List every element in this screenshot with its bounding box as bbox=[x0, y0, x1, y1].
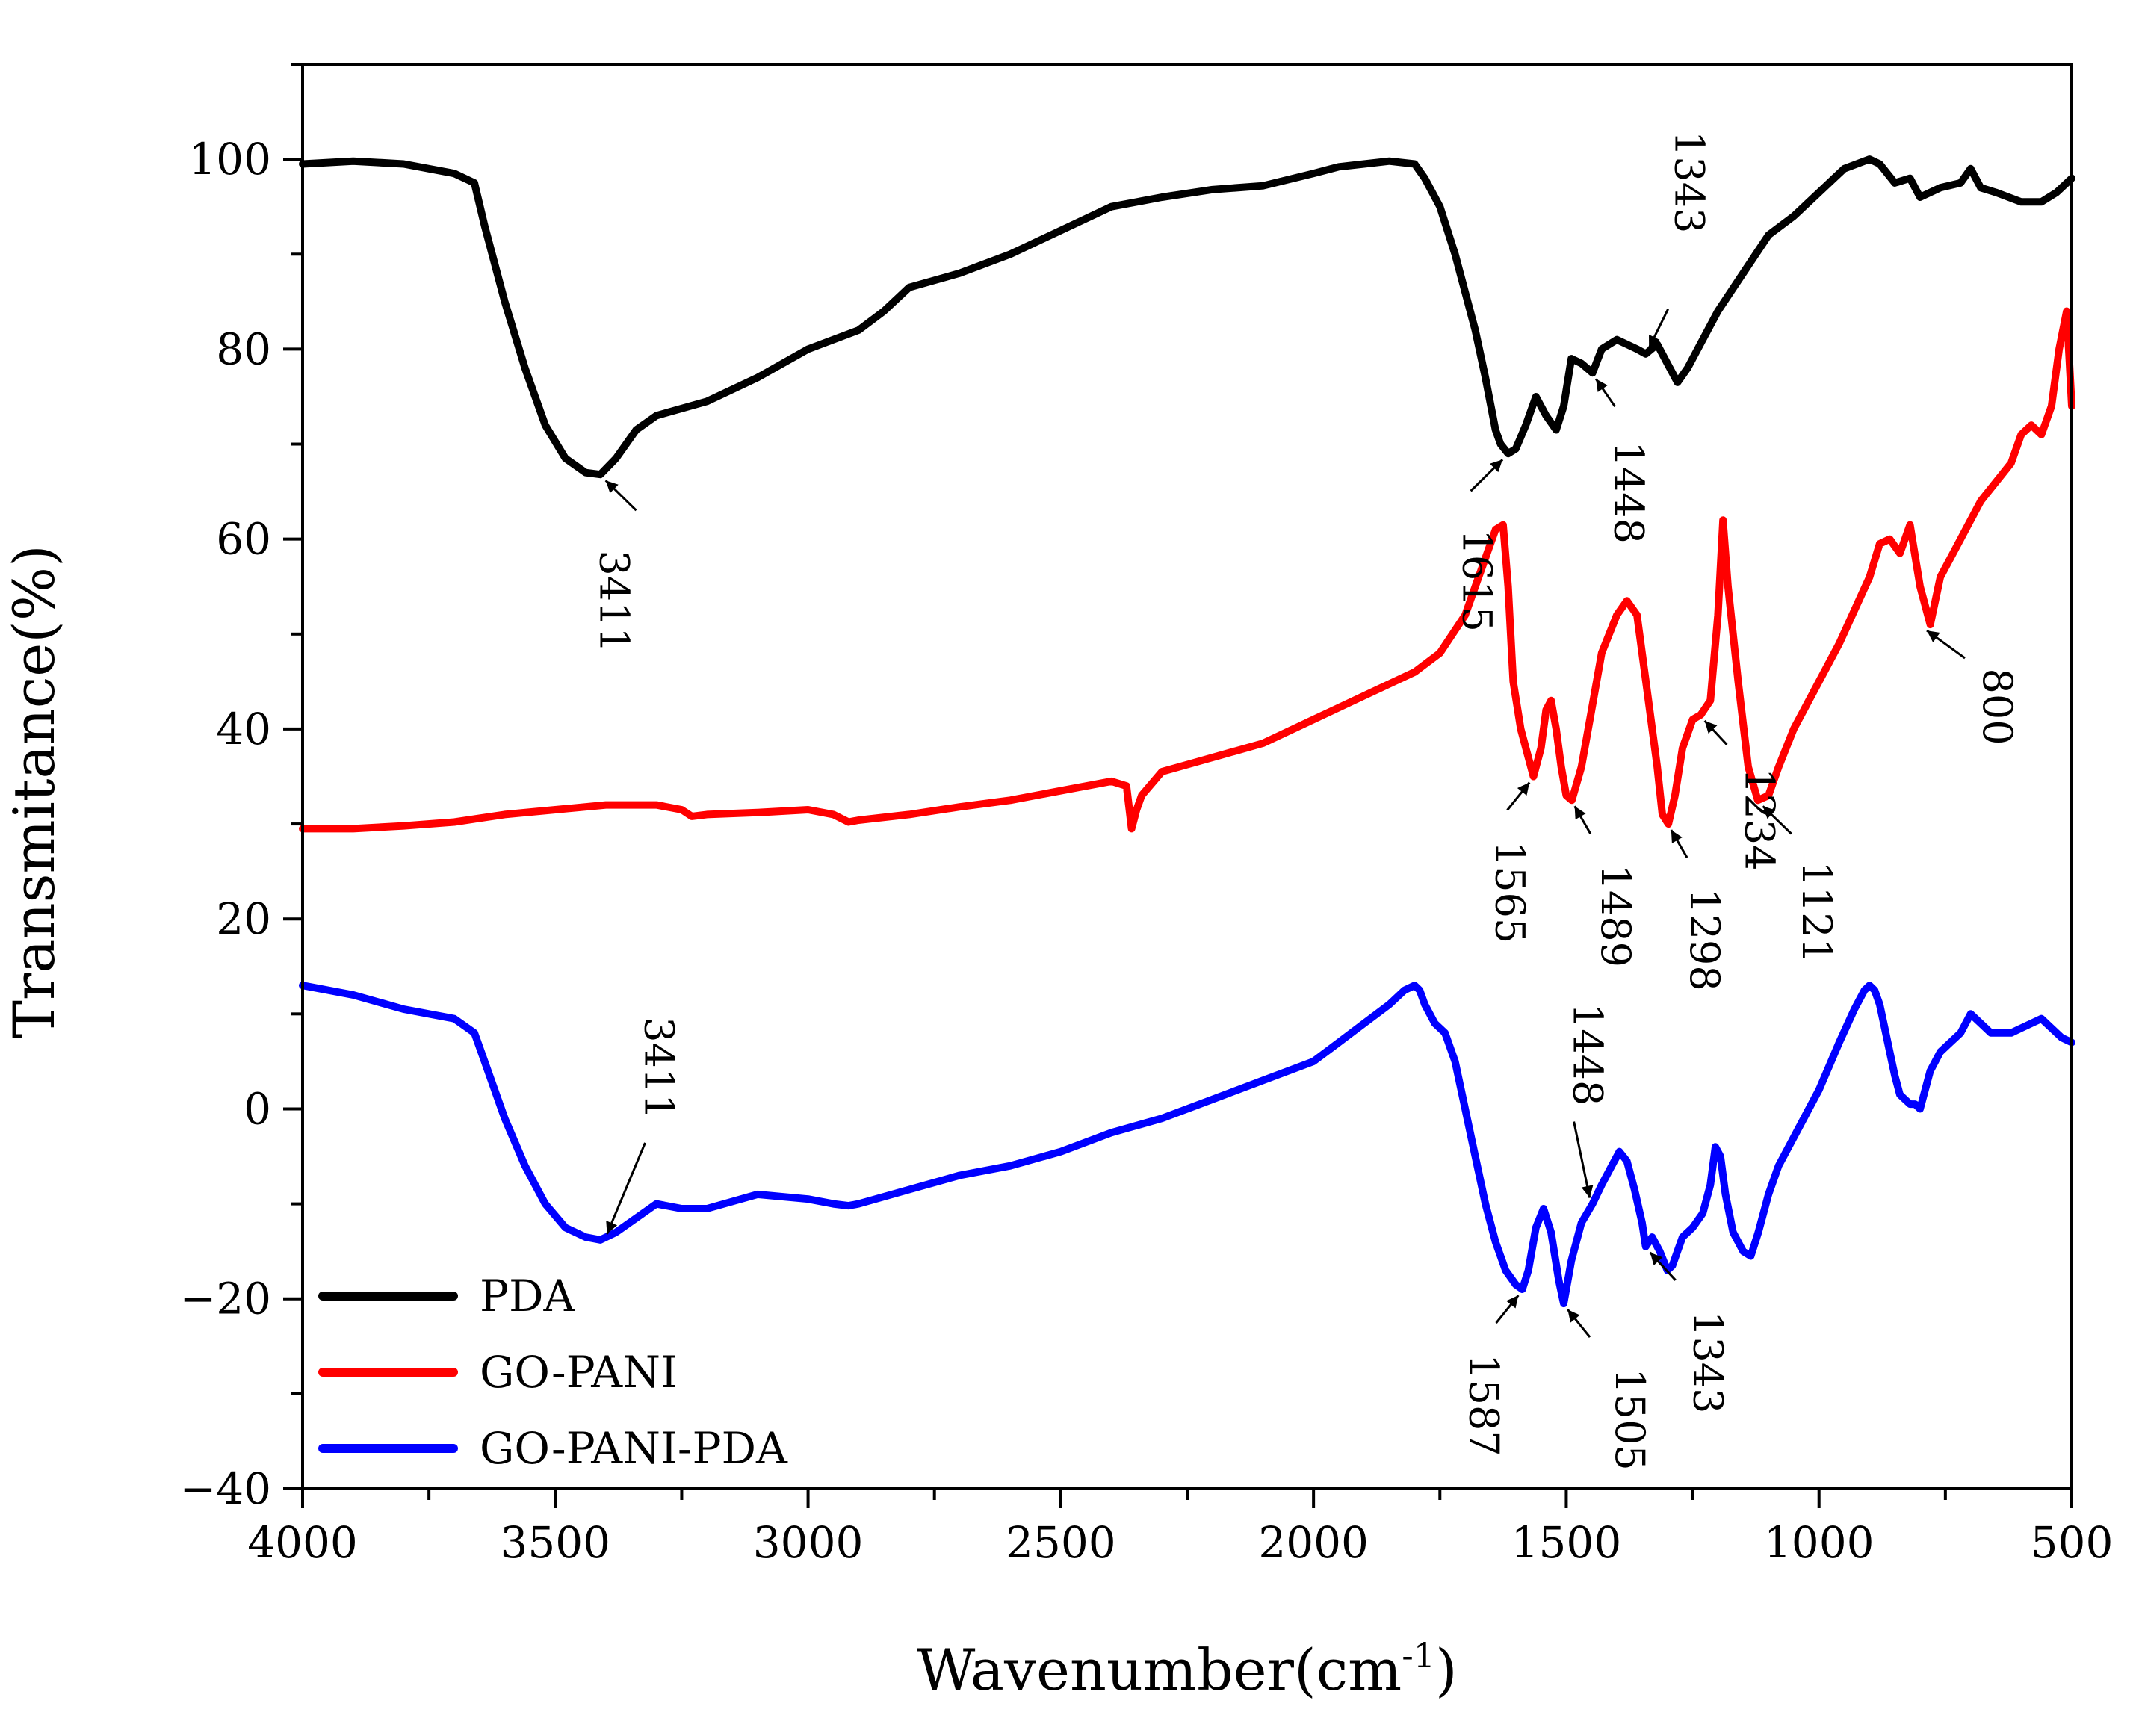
y-tick-label: −20 bbox=[180, 1274, 271, 1324]
y-tick-label: 0 bbox=[244, 1083, 271, 1134]
annotation-label: 1121 bbox=[1793, 861, 1840, 964]
annotation-label: 1448 bbox=[1564, 1003, 1612, 1106]
legend-label: GO-PANI bbox=[480, 1347, 678, 1398]
y-tick-label: 80 bbox=[216, 323, 271, 374]
y-tick-label: 20 bbox=[216, 893, 271, 944]
annotation-arrow bbox=[1573, 805, 1592, 835]
x-tick-label: 1000 bbox=[1764, 1517, 1875, 1568]
legend-label: GO-PANI-PDA bbox=[480, 1423, 788, 1474]
annotation-arrow bbox=[1670, 829, 1688, 858]
annotation-arrow bbox=[1703, 719, 1728, 745]
legend-label: PDA bbox=[480, 1271, 576, 1321]
x-tick-label: 3000 bbox=[753, 1517, 864, 1568]
annotation-arrow bbox=[1647, 309, 1669, 349]
annotation-arrow bbox=[1495, 1295, 1520, 1324]
annotation-label: 800 bbox=[1974, 669, 2021, 745]
y-tick-label: 60 bbox=[216, 514, 271, 565]
annotation-label: 3411 bbox=[636, 1017, 683, 1119]
x-axis-title-close: ) bbox=[1435, 1637, 1458, 1703]
y-axis-title: Transmitance(%) bbox=[1, 545, 67, 1038]
annotation-arrow bbox=[604, 480, 637, 512]
annotation-arrow bbox=[1594, 378, 1616, 408]
annotation-label: 3411 bbox=[591, 550, 638, 652]
annotation-label: 1343 bbox=[1685, 1311, 1732, 1413]
annotation-label: 1505 bbox=[1606, 1368, 1653, 1470]
annotation-arrow bbox=[1506, 781, 1531, 811]
series-lines bbox=[299, 155, 2075, 1308]
series-line-pda bbox=[299, 155, 2075, 479]
x-axis-title-sup: -1 bbox=[1402, 1635, 1435, 1675]
annotation-arrow bbox=[1470, 459, 1504, 492]
x-tick-label: 2000 bbox=[1258, 1517, 1369, 1568]
x-axis-title: Wavenumber(cm-1) bbox=[917, 1635, 1457, 1703]
tick-labels: 4000 3500 3000 2500 2000 1500 1000 500 −40 −20 0 20… bbox=[180, 134, 2114, 1568]
annotation-label: 1448 bbox=[1606, 441, 1653, 543]
x-tick-label: 1500 bbox=[1511, 1517, 1622, 1568]
y-tick-label: 40 bbox=[216, 704, 271, 754]
x-axis-title-main: Wavenumber bbox=[917, 1637, 1294, 1703]
annotation-arrow bbox=[1567, 1309, 1591, 1339]
annotation-label: 1615 bbox=[1454, 530, 1501, 632]
x-tick-label: 2500 bbox=[1006, 1517, 1116, 1568]
x-tick-label: 4000 bbox=[247, 1517, 358, 1568]
annotation-label: 1565 bbox=[1486, 841, 1533, 943]
annotation-arrow bbox=[1926, 629, 1966, 660]
annotation-arrow bbox=[1649, 1251, 1677, 1281]
x-tick-label: 500 bbox=[2031, 1517, 2114, 1568]
series-line-go-pani-pda bbox=[299, 982, 2075, 1308]
y-tick-label: 100 bbox=[188, 134, 271, 185]
annotation-label: 1298 bbox=[1681, 888, 1728, 991]
annotation-label: 1587 bbox=[1461, 1354, 1508, 1456]
tick-marks bbox=[283, 63, 2073, 1508]
series-line-go-pani bbox=[299, 307, 2075, 833]
plot-frame bbox=[301, 63, 2073, 1490]
x-tick-label: 3500 bbox=[500, 1517, 610, 1568]
annotation-arrow bbox=[606, 1142, 646, 1235]
annotation-label: 1343 bbox=[1666, 131, 1713, 233]
y-tick-label: −40 bbox=[180, 1463, 271, 1514]
x-axis-title-unit: (cm bbox=[1294, 1637, 1402, 1703]
annotation-label: 1489 bbox=[1592, 865, 1639, 967]
annotation-arrow bbox=[1573, 1121, 1594, 1198]
legend: PDA GO-PANI GO-PANI-PDA bbox=[318, 1271, 788, 1474]
annotation-arrow bbox=[1762, 805, 1792, 835]
